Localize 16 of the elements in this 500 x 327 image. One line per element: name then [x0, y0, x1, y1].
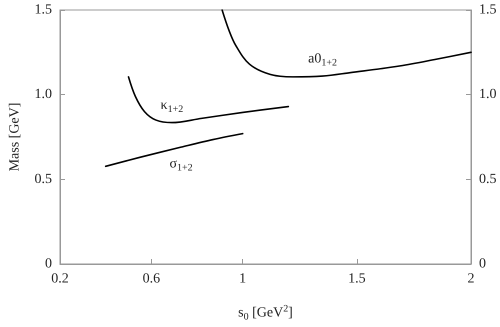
- y-tick-label: 1.0: [34, 87, 52, 102]
- x-tick-label: 1.5: [348, 272, 366, 286]
- x-tick-label: 2: [468, 272, 474, 286]
- y-tick-label: 1.5: [34, 2, 52, 18]
- y-axis-title: Mass [GeV]: [8, 102, 22, 172]
- y2-tick-label: 0: [479, 256, 486, 272]
- line-series: [221, 9, 472, 78]
- y-tick-label: 0.5: [34, 172, 52, 187]
- y2-tick-label: 1.5: [479, 2, 496, 18]
- x-tick-label: 0.6: [142, 272, 160, 286]
- y-tick-label: 0: [45, 256, 52, 272]
- x-tick-label: 1: [239, 272, 246, 286]
- x-tick-label: 0.2: [51, 272, 69, 286]
- y2-tick-label: 1.0: [479, 87, 496, 102]
- y2-tick-label: 0.5: [479, 172, 496, 187]
- line-series: [128, 76, 290, 124]
